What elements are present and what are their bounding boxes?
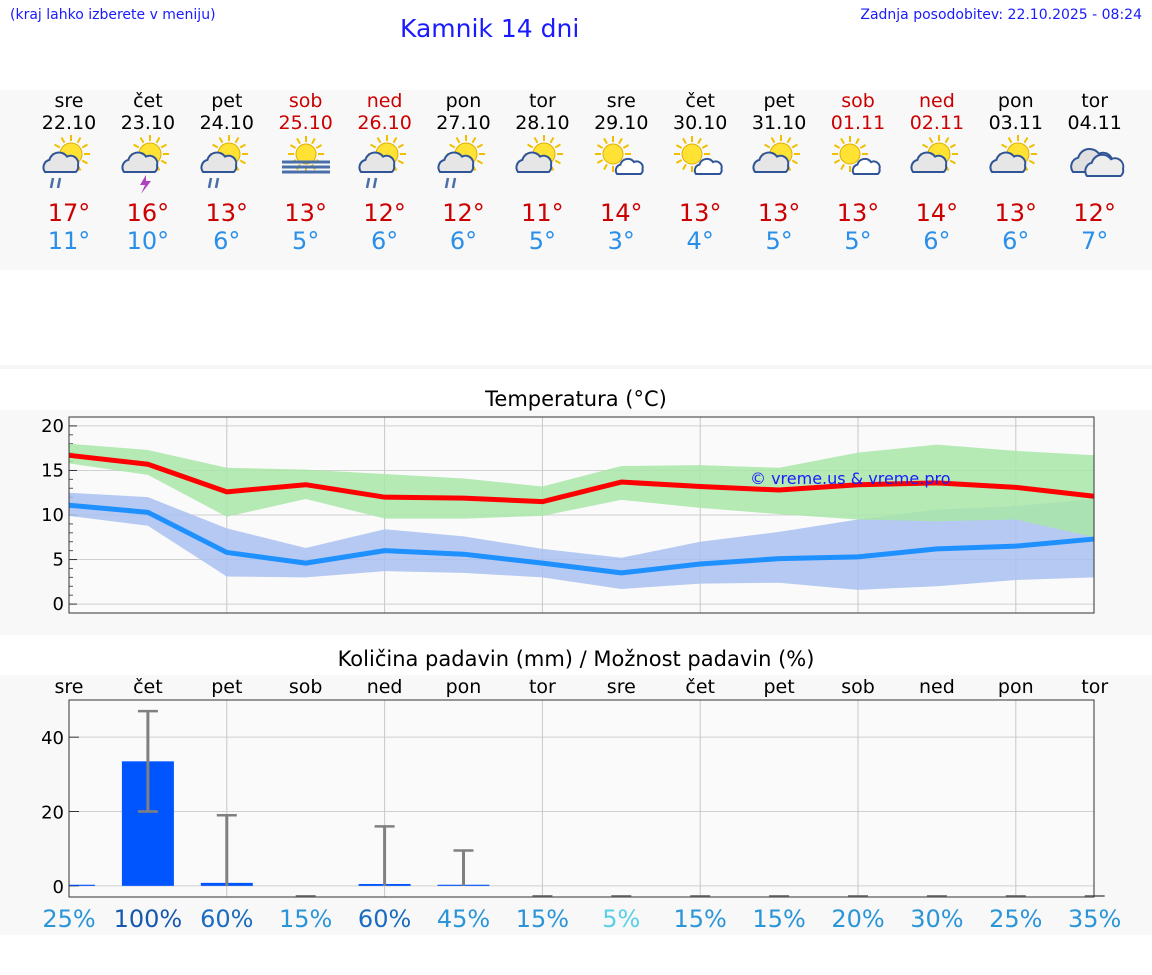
weekday-label: ned xyxy=(918,90,955,112)
weekday-label: pon xyxy=(997,90,1034,112)
precipitation-chart-title: Količina padavin (mm) / Možnost padavin … xyxy=(337,647,815,671)
max-temp: 16° xyxy=(126,199,170,227)
temperature-panel xyxy=(0,410,1152,635)
min-temp: 6° xyxy=(1002,227,1030,255)
weekday-label: čet xyxy=(133,90,163,112)
date-label: 27.10 xyxy=(436,112,491,134)
weekday-label: pet xyxy=(763,90,795,112)
max-temp: 13° xyxy=(994,199,1038,227)
min-temp: 11° xyxy=(47,227,91,255)
date-label: 28.10 xyxy=(515,112,570,134)
date-label: 25.10 xyxy=(278,112,333,134)
forecast-strip xyxy=(0,90,1152,270)
max-temp: 13° xyxy=(757,199,801,227)
min-temp: 5° xyxy=(844,227,872,255)
fog-sun-icon xyxy=(281,136,330,174)
cloud-sun-icon xyxy=(515,135,564,173)
min-temp: 5° xyxy=(292,227,320,255)
max-temp: 12° xyxy=(1073,199,1116,227)
weekday-label: tor xyxy=(1081,90,1109,112)
date-label: 01.11 xyxy=(830,112,886,134)
max-temp: 14° xyxy=(600,199,643,227)
date-label: 04.11 xyxy=(1067,112,1122,134)
sun-cloud-icon xyxy=(674,136,723,175)
date-label: 29.10 xyxy=(594,112,649,134)
rain-sun-icon xyxy=(42,135,90,189)
min-temp: 5° xyxy=(528,227,557,255)
date-label: 03.11 xyxy=(988,112,1043,134)
sun-cloud-icon xyxy=(832,136,881,175)
min-temp: 6° xyxy=(449,227,478,255)
max-temp: 11° xyxy=(521,199,564,227)
weekday-label: pet xyxy=(211,90,243,112)
weekday-label: čet xyxy=(685,90,715,112)
cloud-sun-icon xyxy=(989,135,1037,173)
min-temp: 4° xyxy=(686,227,714,255)
min-temp: 7° xyxy=(1081,227,1109,255)
min-temp: 5° xyxy=(765,227,793,255)
cloud-sun-icon xyxy=(752,135,801,173)
max-temp: 13° xyxy=(678,199,722,227)
temperature-chart-title: Temperatura (°C) xyxy=(485,387,667,411)
date-label: 31.10 xyxy=(751,112,807,134)
max-temp: 17° xyxy=(47,199,91,227)
max-temp: 12° xyxy=(363,199,406,227)
date-label: 30.10 xyxy=(672,112,728,134)
cloud-sun-icon xyxy=(910,135,958,173)
page-title: Kamnik 14 dni xyxy=(400,14,580,43)
min-temp: 10° xyxy=(126,227,170,255)
precipitation-panel xyxy=(0,675,1152,935)
rain-sun-icon xyxy=(436,135,485,189)
min-temp: 6° xyxy=(923,227,951,255)
weekday-label: sre xyxy=(54,90,84,112)
date-label: 26.10 xyxy=(357,112,412,134)
weekday-label: sob xyxy=(841,90,875,112)
rain-sun-icon xyxy=(200,135,248,189)
date-label: 24.10 xyxy=(199,112,254,134)
max-temp: 13° xyxy=(205,199,249,227)
divider xyxy=(0,365,1152,369)
max-temp: 13° xyxy=(284,199,327,227)
date-label: 22.10 xyxy=(41,112,97,134)
thunder-sun-icon xyxy=(121,135,169,194)
cloudy-icon xyxy=(1069,147,1124,177)
weekday-label: sob xyxy=(288,90,323,112)
location-menu-note: (kraj lahko izberete v meniju) xyxy=(10,7,216,23)
last-updated: Zadnja posodobitev: 22.10.2025 - 08:24 xyxy=(860,7,1142,23)
rain-sun-icon xyxy=(358,135,406,189)
min-temp: 6° xyxy=(370,227,399,255)
max-temp: 13° xyxy=(836,199,880,227)
weekday-label: tor xyxy=(528,90,556,112)
weekday-label: pon xyxy=(445,90,482,112)
weekday-label: ned xyxy=(366,90,403,112)
weekday-label: sre xyxy=(606,90,636,112)
max-temp: 14° xyxy=(915,199,959,227)
min-temp: 6° xyxy=(213,227,241,255)
date-label: 02.11 xyxy=(909,112,965,134)
max-temp: 12° xyxy=(442,199,485,227)
sun-cloud-icon xyxy=(595,136,644,175)
date-label: 23.10 xyxy=(120,112,176,134)
min-temp: 3° xyxy=(607,227,635,255)
